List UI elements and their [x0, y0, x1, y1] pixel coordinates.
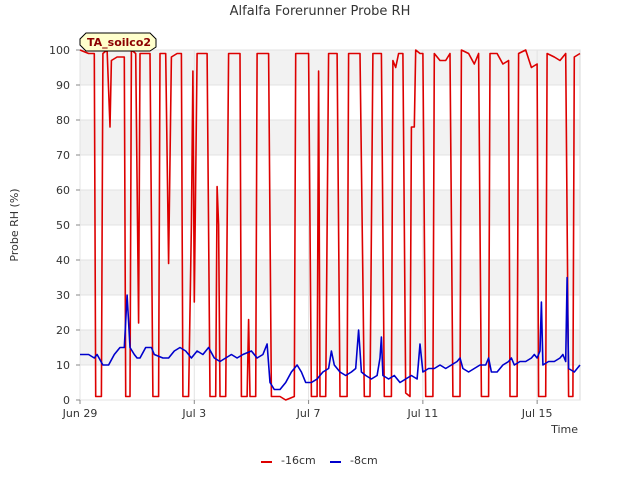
site-tag: TA_soilco2 — [79, 32, 157, 52]
y-axis-title: Probe RH (%) — [8, 188, 21, 261]
x-tick-label: Jul 11 — [406, 407, 438, 420]
y-tick-label: 90 — [56, 79, 70, 92]
site-tag-label: TA_soilco2 — [87, 36, 151, 49]
y-tick-label: 60 — [56, 184, 70, 197]
y-tick-label: 80 — [56, 114, 70, 127]
bg-band — [80, 190, 580, 225]
plot-background-bands — [80, 50, 580, 365]
y-tick-label: 10 — [56, 359, 70, 372]
legend-label-8cm: -8cm — [350, 454, 378, 467]
x-tick-label: Jun 29 — [62, 407, 98, 420]
y-tick-label: 20 — [56, 324, 70, 337]
y-tick-label: 40 — [56, 254, 70, 267]
series-layer — [79, 49, 581, 401]
y-tick-label: 100 — [49, 44, 70, 57]
series-line-16cmcm — [79, 49, 581, 401]
chart-title: Alfalfa Forerunner Probe RH — [230, 4, 411, 19]
x-tick-label: Jul 15 — [521, 407, 553, 420]
x-tick-label: Jul 7 — [296, 407, 321, 420]
legend-item-8cm[interactable]: -8cm — [330, 454, 378, 467]
y-tick-label: 70 — [56, 149, 70, 162]
y-tick-label: 30 — [56, 289, 70, 302]
x-tick-label: Jul 3 — [181, 407, 206, 420]
bg-band — [80, 120, 580, 155]
legend-label-16cm: -16cm — [281, 454, 316, 467]
x-axis-title: Time — [550, 423, 578, 436]
axis-ticks: 0 10 20 30 40 50 60 70 80 90 100 Jun 29 Jul 3 Jul 7 Ju… — [49, 44, 553, 420]
y-tick-label: 50 — [56, 219, 70, 232]
legend-item-16cm[interactable]: -16cm — [261, 454, 316, 467]
series-line-8cmcm — [80, 276, 581, 391]
bg-band — [80, 50, 580, 85]
bg-band — [80, 260, 580, 295]
site-tag-box — [79, 32, 157, 52]
y-tick-label: 0 — [63, 394, 70, 407]
legend: -16cm -8cm — [261, 454, 378, 467]
